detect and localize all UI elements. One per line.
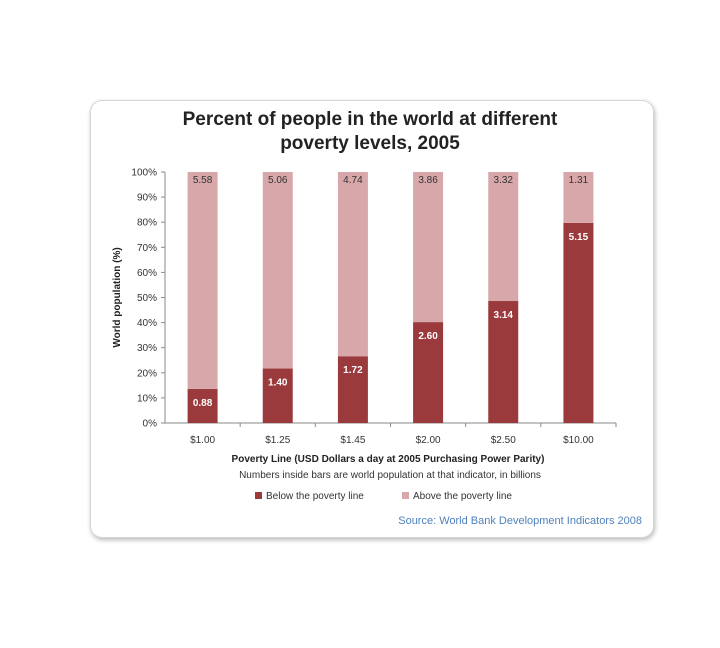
bar-below — [563, 222, 594, 423]
bar-value-label: 5.15 — [569, 232, 589, 243]
y-tick-label: 70% — [137, 243, 157, 254]
y-tick-label: 10% — [137, 393, 157, 404]
legend-label: Above the poverty line — [413, 491, 512, 502]
bar-value-label: 3.86 — [418, 175, 438, 186]
legend-label: Below the poverty line — [266, 491, 364, 502]
x-tick-label: $1.00 — [190, 435, 215, 446]
y-tick-label: 20% — [137, 368, 157, 379]
chart-title-line-2: poverty levels, 2005 — [280, 133, 460, 154]
x-tick-label: $1.25 — [265, 435, 290, 446]
legend-swatch — [402, 492, 409, 499]
y-tick-label: 50% — [137, 293, 157, 304]
y-tick-label: 100% — [131, 168, 157, 179]
bar-above — [413, 172, 444, 323]
x-tick-label: $1.45 — [340, 435, 365, 446]
bar-value-label: 2.60 — [418, 331, 438, 342]
bar-value-label: 4.74 — [343, 175, 363, 186]
bar-value-label: 5.58 — [193, 175, 213, 186]
y-tick-label: 30% — [137, 343, 157, 354]
y-tick-label: 90% — [137, 193, 157, 204]
y-axis-label: World population (%) — [112, 247, 123, 347]
bar-above — [488, 172, 519, 302]
legend-swatch — [255, 492, 262, 499]
y-tick-label: 60% — [137, 268, 157, 279]
bar-value-label: 5.06 — [268, 175, 288, 186]
bar-below — [488, 301, 519, 423]
x-tick-label: $2.50 — [491, 435, 516, 446]
bar-value-label: 1.40 — [268, 378, 288, 389]
bar-below — [413, 322, 444, 423]
chart-title: Percent of people in the world at differ… — [0, 108, 720, 156]
bar-above — [262, 172, 293, 369]
bar-below — [337, 356, 368, 423]
bar-value-label: 3.32 — [494, 175, 514, 186]
bar-above — [187, 172, 218, 389]
y-tick-label: 80% — [137, 218, 157, 229]
bar-value-label: 0.88 — [193, 398, 213, 409]
chart-card — [90, 100, 654, 538]
bar-value-label: 1.31 — [569, 175, 589, 186]
bar-value-label: 3.14 — [494, 310, 514, 321]
bar-below — [262, 368, 293, 423]
bar-below — [187, 388, 218, 423]
bar-above — [337, 172, 368, 357]
x-axis-note: Numbers inside bars are world population… — [239, 470, 541, 481]
chart-title-line-1: Percent of people in the world at differ… — [182, 109, 558, 130]
x-tick-label: $10.00 — [563, 435, 594, 446]
bar-above — [563, 172, 594, 223]
bar-value-label: 1.72 — [343, 365, 363, 376]
y-tick-label: 0% — [143, 419, 158, 430]
x-tick-label: $2.00 — [416, 435, 441, 446]
x-axis-label: Poverty Line (USD Dollars a day at 2005 … — [232, 454, 545, 465]
y-tick-label: 40% — [137, 318, 157, 329]
source-note: Source: World Bank Development Indicator… — [398, 515, 642, 527]
